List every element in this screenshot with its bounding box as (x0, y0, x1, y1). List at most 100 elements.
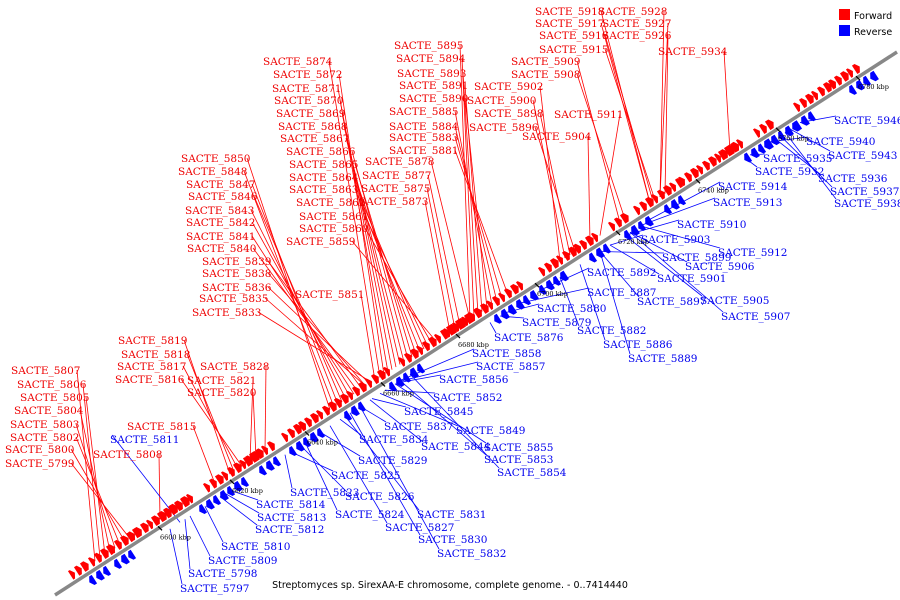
connector-line (82, 383, 101, 559)
connector-line (579, 264, 606, 341)
forward-gene-shape (827, 79, 836, 90)
forward-gene (232, 462, 242, 474)
connector-line (267, 272, 367, 387)
scale-label: 6640 kbp (307, 438, 338, 446)
forward-gene (150, 516, 159, 527)
reverse-gene (289, 445, 298, 456)
forward-gene-shape (202, 483, 211, 493)
forward-gene-shape (590, 232, 599, 243)
forward-gene-shape (303, 417, 312, 428)
forward-gene-shape (752, 128, 761, 138)
forward-gene-shape (822, 82, 832, 93)
connector-line (454, 149, 509, 296)
reverse-gene (417, 363, 426, 374)
reverse-gene-shape (764, 139, 773, 150)
reverse-gene-shape (234, 480, 243, 492)
reverse-gene-shape (801, 115, 810, 126)
forward-gene (345, 390, 354, 401)
forward-gene-shape (442, 328, 451, 338)
forward-gene (460, 316, 469, 327)
forward-gene-shape (572, 244, 581, 254)
forward-gene (303, 417, 312, 428)
gene-label: SACTE_5846 (188, 191, 258, 203)
forward-gene-shape (167, 505, 176, 516)
forward-gene-shape (632, 205, 641, 216)
connector-line (354, 188, 421, 352)
reverse-gene-shape (603, 243, 612, 254)
forward-gene (202, 483, 211, 493)
gene-label: SACTE_5886 (603, 339, 673, 351)
connector-line (79, 409, 111, 552)
connector-line (264, 365, 267, 452)
reverse-gene-shape (289, 445, 298, 456)
reverse-gene (199, 503, 208, 515)
forward-gene-shape (851, 63, 860, 74)
gene-label: SACTE_5821 (187, 375, 256, 387)
connector-line (158, 453, 161, 520)
gene-label: SACTE_5823 (290, 487, 359, 499)
reverse-gene (603, 243, 612, 254)
forward-gene (248, 452, 257, 463)
forward-gene-shape (173, 501, 182, 512)
forward-gene-shape (638, 201, 647, 212)
reverse-gene-shape (771, 134, 780, 146)
gene-label: SACTE_5902 (474, 81, 543, 93)
forward-gene (503, 288, 512, 299)
connector-line (111, 434, 181, 523)
forward-gene (315, 410, 324, 420)
forward-gene (515, 281, 524, 291)
gene-label: SACTE_5841 (186, 231, 255, 243)
gene-label: SACTE_5826 (345, 491, 415, 503)
reverse-gene-shape (744, 152, 753, 163)
gene-label: SACTE_5940 (806, 136, 875, 148)
forward-gene (497, 292, 506, 303)
reverse-gene-shape (530, 289, 539, 301)
reverse-gene-shape (351, 405, 360, 416)
connector-line (76, 369, 96, 562)
forward-gene (650, 194, 659, 204)
gene-label: SACTE_5943 (828, 150, 897, 162)
reverse-gene-shape (671, 199, 680, 210)
reverse-gene-shape (638, 220, 647, 231)
gene-label: SACTE_5870 (274, 95, 343, 107)
forward-gene-shape (220, 471, 229, 481)
scale-tick (534, 282, 540, 288)
forward-gene (382, 366, 391, 377)
gene-label: SACTE_5815 (127, 421, 196, 433)
gene-label: SACTE_5818 (121, 349, 190, 361)
forward-gene-shape (561, 250, 570, 262)
gene-label: SACTE_5911 (554, 109, 623, 121)
forward-gene (73, 565, 82, 576)
connector-line (461, 57, 475, 317)
forward-gene (448, 323, 457, 334)
forward-gene-shape (816, 86, 825, 97)
forward-gene (167, 505, 176, 516)
gene-label: SACTE_5840 (187, 243, 256, 255)
gene-label: SACTE_5928 (598, 6, 667, 18)
connector-line (639, 225, 721, 249)
forward-gene (93, 552, 102, 563)
forward-gene-shape (133, 526, 142, 538)
forward-gene-shape (242, 457, 251, 467)
forward-gene-shape (185, 493, 194, 504)
forward-gene-shape (810, 90, 819, 101)
gene-label: SACTE_5861 (299, 211, 368, 223)
connector-line (629, 231, 688, 263)
connector-line (599, 113, 621, 236)
reverse-gene-shape (664, 204, 673, 215)
gene-label: SACTE_5938 (834, 198, 900, 210)
forward-gene (297, 421, 306, 432)
gene-label: SACTE_5814 (256, 499, 326, 511)
scale-tick (695, 178, 701, 184)
forward-gene-shape (619, 213, 629, 224)
scale-label: 6700 kbp (537, 290, 568, 298)
connector-line (299, 444, 348, 493)
reverse-gene-shape (778, 130, 787, 141)
gene-label: SACTE_5811 (110, 434, 179, 446)
forward-gene-shape (764, 119, 774, 131)
forward-gene-shape (735, 139, 744, 149)
forward-gene-shape (162, 507, 172, 519)
forward-gene (327, 402, 336, 412)
forward-gene-shape (156, 512, 165, 523)
forward-gene-shape (804, 93, 814, 105)
